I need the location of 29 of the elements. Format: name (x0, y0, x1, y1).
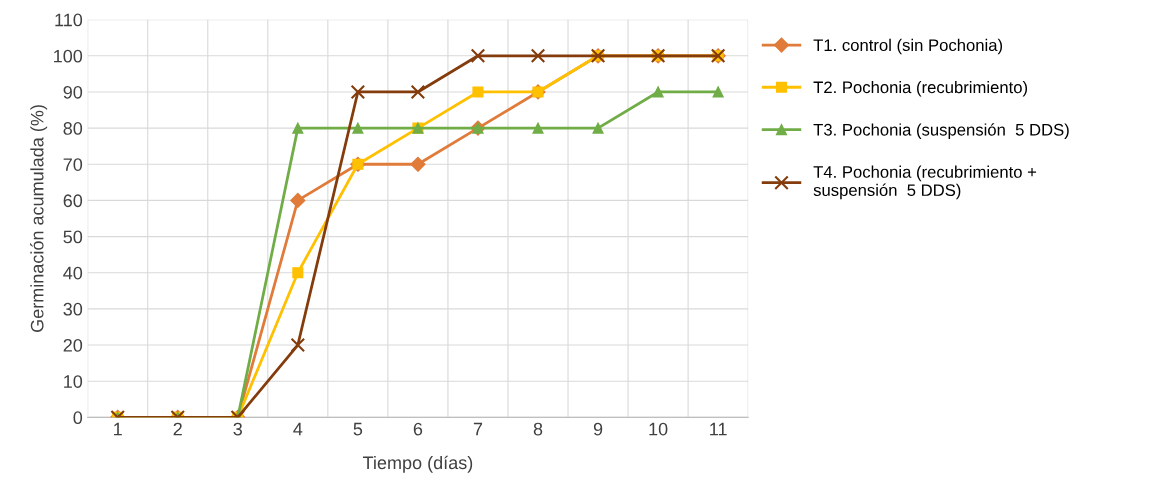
y-tick-label: 100 (54, 49, 83, 63)
x-tick-label: 1 (114, 422, 122, 436)
x-tick-label: 7 (473, 422, 483, 436)
x-tick-label: 5 (353, 422, 363, 436)
x-tick-label: 3 (233, 422, 243, 436)
y-tick-label: 50 (63, 230, 83, 244)
x-tick-label: 11 (710, 422, 727, 436)
y-tick-label: 90 (63, 85, 83, 99)
legend-label: T3. Pochonia (suspensión 5 DDS) (813, 123, 1069, 139)
x-tick-label: 10 (649, 422, 668, 436)
x-tick-label: 4 (293, 422, 303, 436)
y-tick-label: 110 (55, 13, 83, 27)
legend-label: T4. Pochonia (recubrimiento + suspensión 5 DDS) (813, 165, 1037, 200)
x-axis-title: Tiempo (días) (362, 455, 473, 473)
y-tick-label: 60 (63, 194, 83, 208)
x-tick-label: 6 (413, 422, 423, 436)
y-tick-label: 30 (63, 302, 83, 316)
x-tick-label: 9 (593, 422, 603, 436)
y-tick-label: 40 (63, 266, 83, 280)
x-tick-label: 8 (533, 422, 543, 436)
y-tick-label: 0 (73, 411, 83, 425)
y-tick-label: 70 (63, 158, 83, 171)
y-tick-label: 20 (63, 338, 83, 352)
y-tick-label: 80 (63, 122, 83, 135)
legend-label: T2. Pochonia (recubrimiento) (813, 81, 1028, 97)
legend-label: T1. control (sin Pochonia) (813, 38, 1003, 55)
x-tick-label: 2 (173, 422, 182, 436)
y-axis-title: Germinación acumulada (%) (30, 105, 48, 332)
y-tick-label: 10 (64, 375, 83, 388)
